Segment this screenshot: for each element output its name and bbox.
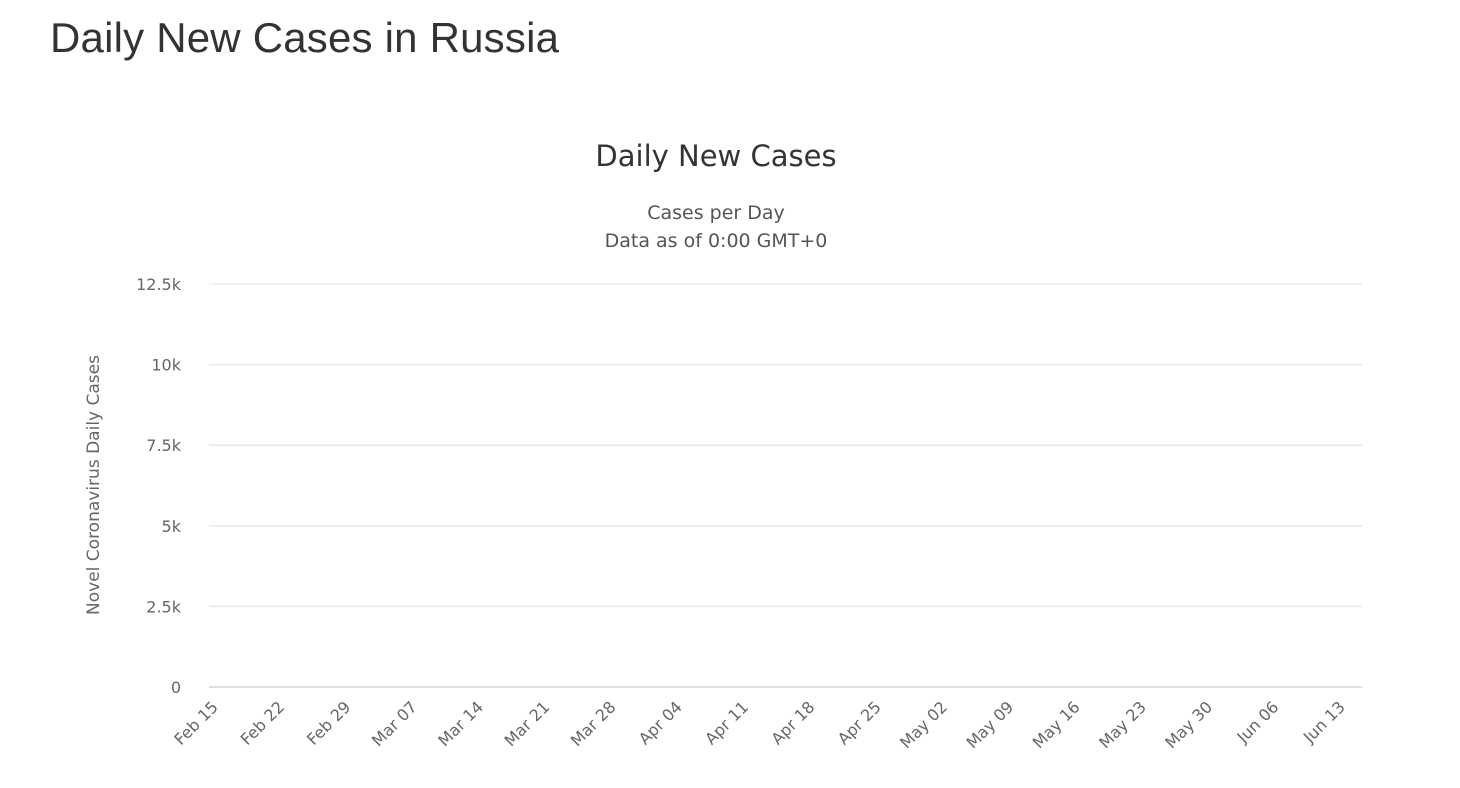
x-tick-label: Apr 25 <box>834 697 885 748</box>
x-axis-ticks: Feb 15 Feb 22 Feb 29 Mar 07 Mar 14 Mar 21 Mar … <box>170 697 1348 752</box>
y-tick-label: 2.5k <box>146 597 181 616</box>
x-tick-label: Apr 18 <box>767 697 818 748</box>
y-tick-label: 5k <box>162 517 182 536</box>
x-tick-label: Mar 14 <box>434 697 487 750</box>
x-tick-label: May 16 <box>1029 697 1084 752</box>
y-axis-ticks: 0 2.5k 5k 7.5k 10k 12.5k <box>136 275 182 697</box>
y-axis-label: Novel Coronavirus Daily Cases <box>84 355 104 615</box>
x-tick-label: Mar 21 <box>501 697 554 750</box>
x-tick-label: Mar 28 <box>567 697 620 750</box>
x-tick-label: Feb 15 <box>170 697 221 748</box>
x-tick-label: Jun 06 <box>1233 697 1283 747</box>
chart-title: Daily New Cases <box>595 139 836 173</box>
x-tick-label: Feb 29 <box>303 697 354 748</box>
y-tick-label: 7.5k <box>146 436 181 455</box>
y-tick-label: 10k <box>151 356 181 375</box>
page-title: Daily New Cases in Russia <box>50 14 560 61</box>
grid-lines <box>209 283 1362 688</box>
x-tick-label: May 02 <box>896 697 951 752</box>
chart-subtitle-line-2: Data as of 0:00 GMT+0 <box>605 230 828 252</box>
x-tick-label: Jun 13 <box>1299 697 1349 747</box>
x-tick-label: May 09 <box>963 697 1018 752</box>
y-tick-label: 0 <box>171 678 181 697</box>
x-tick-label: Mar 07 <box>368 697 421 750</box>
x-tick-label: Apr 04 <box>635 697 686 748</box>
chart-subtitle-line-1: Cases per Day <box>647 202 785 224</box>
x-tick-label: Feb 22 <box>237 697 288 748</box>
y-tick-label: 12.5k <box>136 275 182 294</box>
x-tick-label: Apr 11 <box>701 697 752 748</box>
x-tick-label: May 23 <box>1095 697 1150 752</box>
x-tick-label: May 30 <box>1161 697 1216 752</box>
